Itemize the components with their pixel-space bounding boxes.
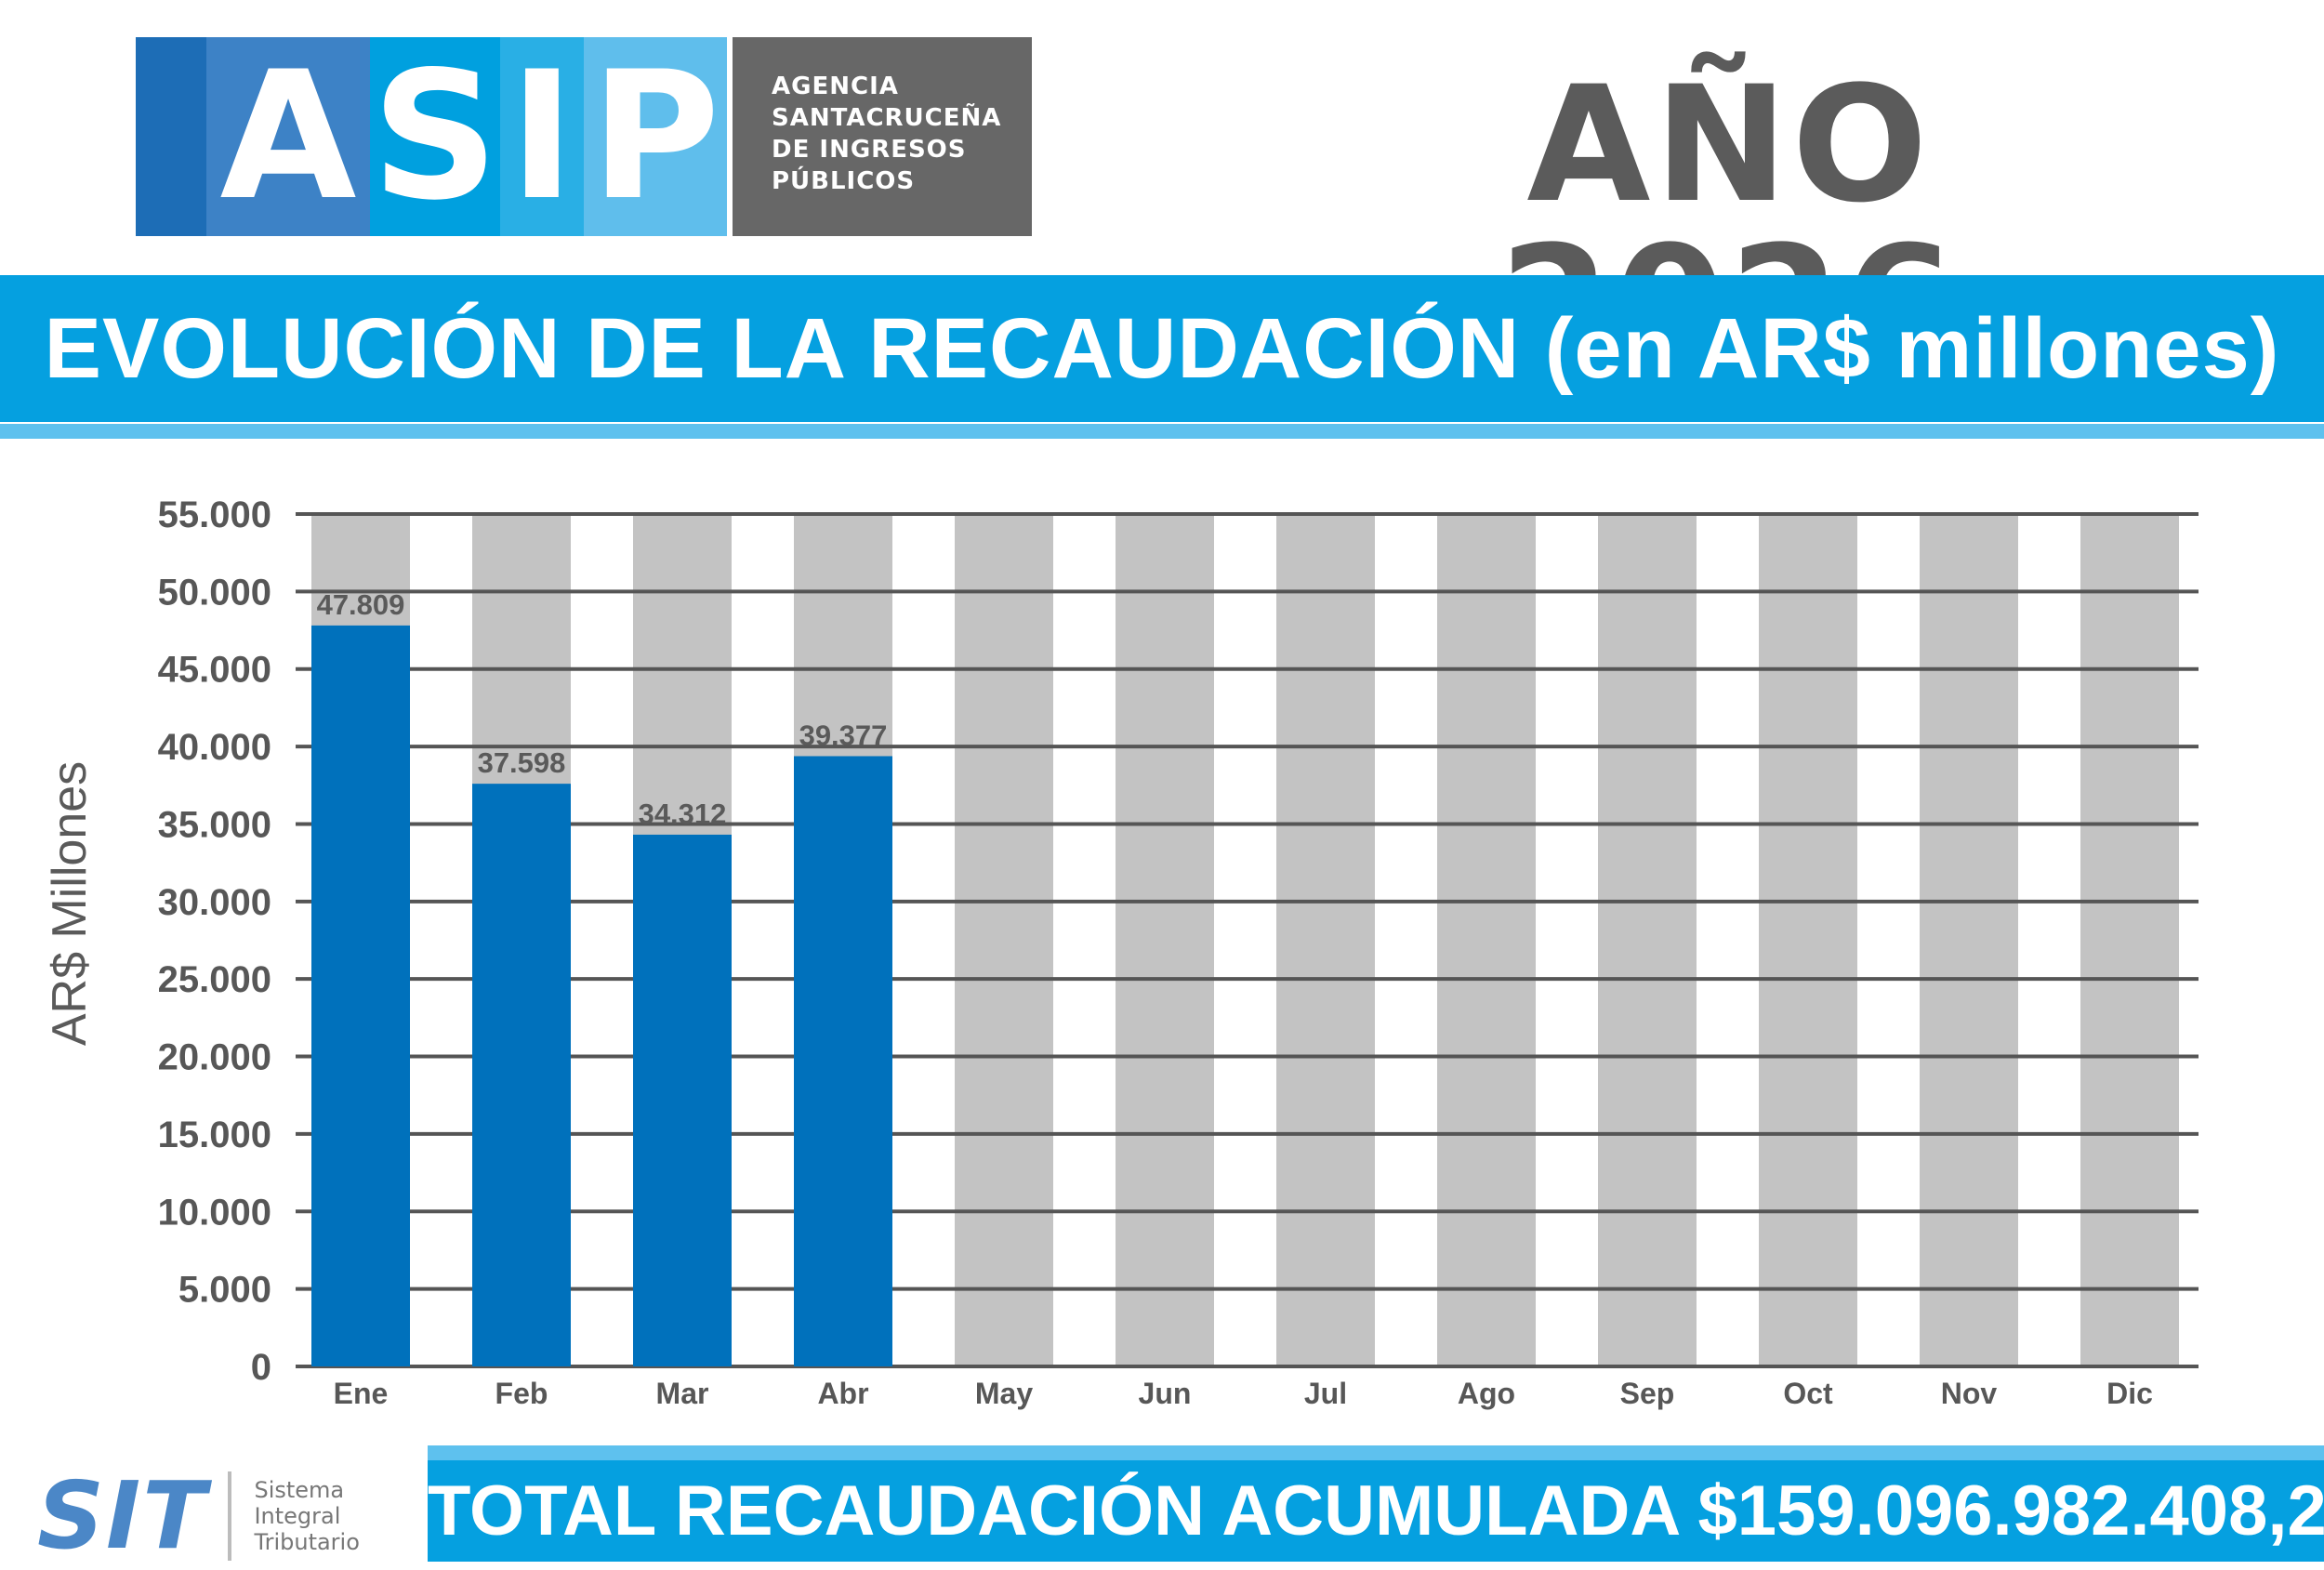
agency-line-4: PÚBLICOS (772, 167, 916, 195)
x-tick-dic: Dic (2106, 1377, 2153, 1410)
data-labels: 47.809 37.598 34.312 39.377 (317, 588, 888, 830)
bar-ene (311, 625, 410, 1366)
sit-logo: SIT Sistema Integral Tributario (37, 1461, 360, 1570)
y-tick-label: 55.000 (158, 495, 271, 535)
x-tick-nov: Nov (1941, 1377, 1998, 1410)
background-bar-oct (1759, 514, 1857, 1366)
y-tick-label: 35.000 (158, 804, 271, 845)
y-axis-label: AR$ Millones (43, 761, 97, 1046)
y-tick-label: 5.000 (178, 1270, 271, 1311)
y-tick-label: 15.000 (158, 1115, 271, 1155)
x-tick-jun: Jun (1139, 1377, 1192, 1410)
background-bar-jun (1116, 514, 1214, 1366)
data-bars (311, 625, 892, 1366)
data-label-mar: 34.312 (639, 798, 727, 830)
y-tick-label: 0 (251, 1347, 271, 1388)
y-axis-ticks: 0 5.000 10.000 15.000 20.000 25.000 30.000 35.0… (158, 495, 271, 1388)
logo-letter-p: P (584, 37, 727, 236)
y-tick-label: 40.000 (158, 727, 271, 768)
x-tick-feb: Feb (495, 1377, 548, 1410)
bar-feb (472, 784, 571, 1366)
data-label-ene: 47.809 (317, 588, 405, 621)
x-tick-oct: Oct (1783, 1377, 1833, 1410)
x-tick-ene: Ene (334, 1377, 389, 1410)
agency-line-1: AGENCIA (772, 73, 899, 100)
banner-stripe (0, 424, 2324, 439)
y-tick-label: 25.000 (158, 959, 271, 1000)
x-tick-may: May (975, 1377, 1033, 1410)
background-bar-ago (1437, 514, 1536, 1366)
sit-separator (228, 1471, 232, 1561)
revenue-bar-chart: 47.809 37.598 34.312 39.377 0 5.000 10.000 15.… (43, 495, 2199, 1410)
x-tick-mar: Mar (656, 1377, 709, 1410)
gridlines (296, 512, 2199, 1368)
data-label-abr: 39.377 (799, 719, 888, 751)
sit-name: Sistema Integral Tributario (254, 1477, 359, 1555)
x-tick-sep: Sep (1620, 1377, 1675, 1410)
background-bar-may (955, 514, 1053, 1366)
y-tick-label: 50.000 (158, 572, 271, 613)
total-stripe (428, 1445, 2324, 1460)
x-tick-ago: Ago (1458, 1377, 1515, 1410)
bar-abr (794, 756, 892, 1366)
logo-letter-i: I (500, 37, 584, 236)
background-bar-dic (2080, 514, 2179, 1366)
y-tick-label: 45.000 (158, 650, 271, 691)
x-axis-ticks: Ene Feb Mar Abr May Jun Jul Ago Sep Oct Nov Dic (334, 1377, 2153, 1410)
asip-logo: A S I P AGENCIA SANTACRUCEÑA DE INGRESOS… (136, 37, 1032, 236)
total-collected-banner: TOTAL RECAUDACIÓN ACUMULADA $159.096.982… (428, 1460, 2324, 1562)
chart-title-banner: EVOLUCIÓN DE LA RECAUDACIÓN (en AR$ mill… (0, 275, 2324, 422)
agency-line-2: SANTACRUCEÑA (772, 104, 1002, 132)
sit-line-2: Integral (254, 1502, 341, 1529)
background-bar-jul (1276, 514, 1375, 1366)
sit-line-3: Tributario (254, 1528, 360, 1555)
sit-line-1: Sistema (254, 1476, 345, 1503)
background-bar-sep (1598, 514, 1697, 1366)
y-tick-label: 20.000 (158, 1037, 271, 1078)
logo-letter-a-main: A (206, 37, 370, 236)
bar-mar (633, 834, 732, 1366)
logo-letter-a (136, 37, 206, 236)
y-tick-label: 30.000 (158, 882, 271, 923)
sit-mark: SIT (37, 1461, 208, 1570)
x-tick-jul: Jul (1304, 1377, 1347, 1410)
y-tick-label: 10.000 (158, 1192, 271, 1233)
background-bars (311, 514, 2179, 1366)
agency-line-3: DE INGRESOS (772, 136, 967, 164)
logo-letter-s: S (370, 33, 500, 239)
background-bar-nov (1920, 514, 2018, 1366)
data-label-feb: 37.598 (478, 746, 566, 779)
agency-name: AGENCIA SANTACRUCEÑA DE INGRESOS PÚBLICO… (733, 37, 1032, 236)
x-tick-abr: Abr (817, 1377, 868, 1410)
